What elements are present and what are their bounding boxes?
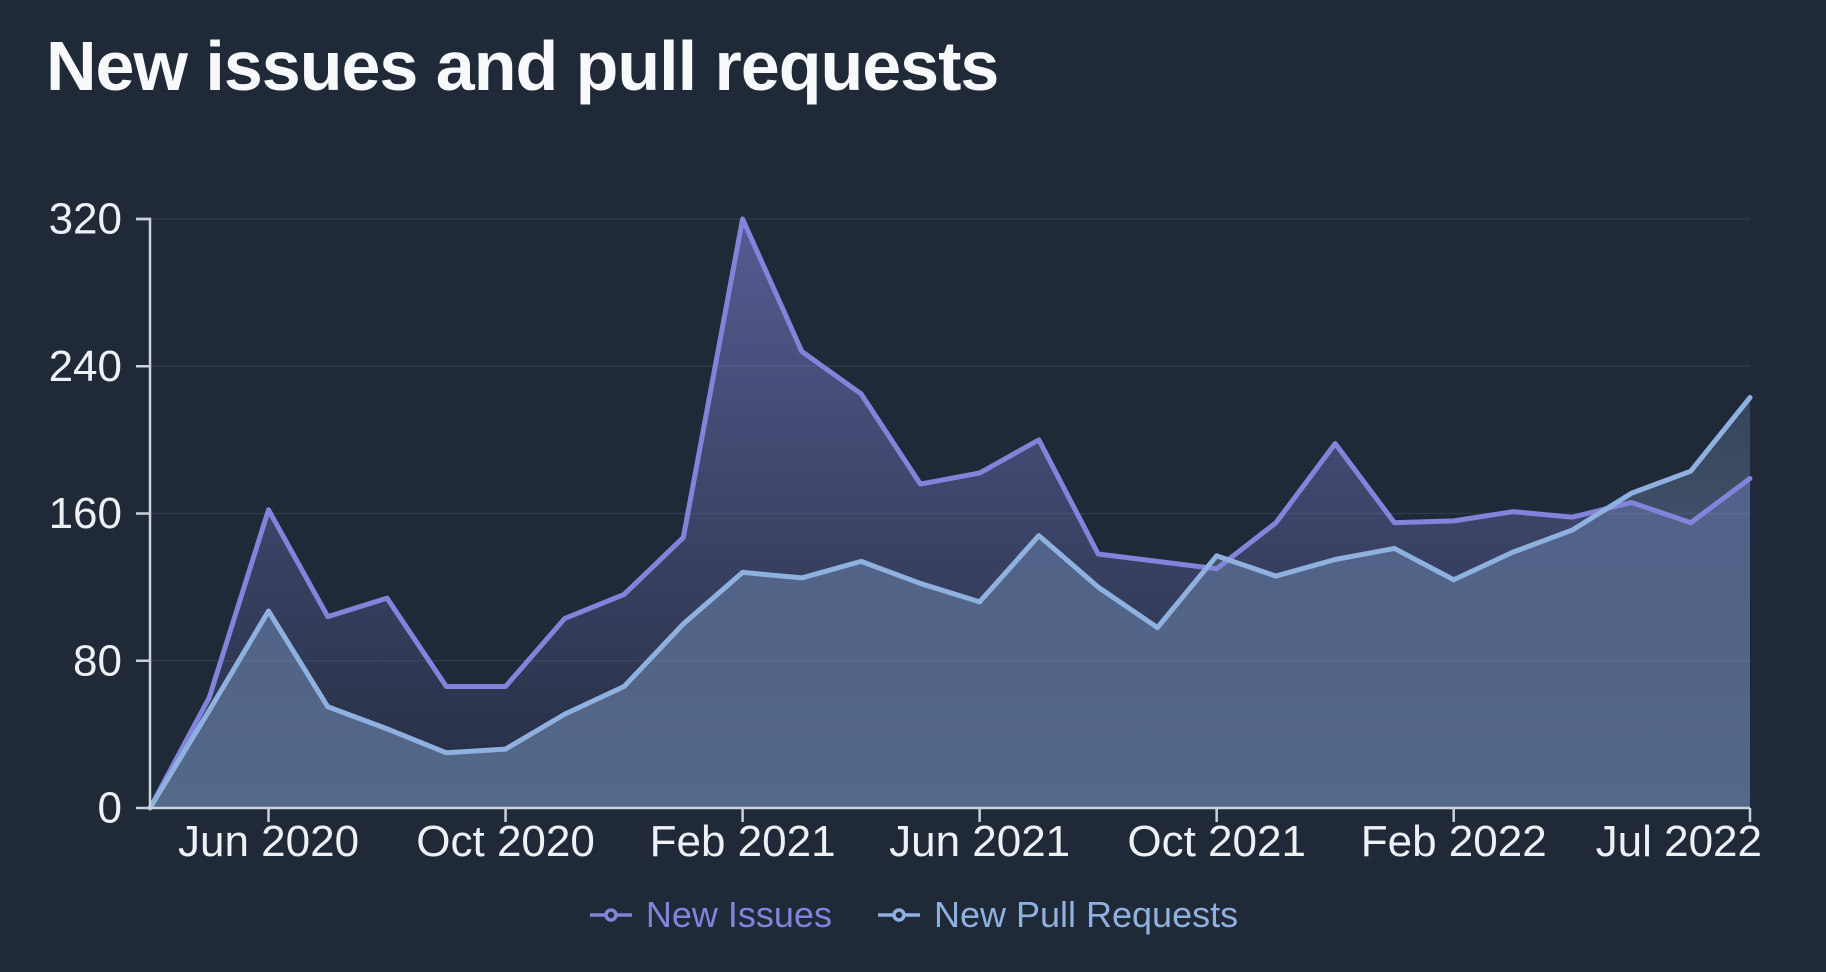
chart-title: New issues and pull requests [46,27,999,105]
y-tick-label: 320 [49,195,122,244]
new-issues-marker-icon [589,908,632,922]
chart-legend: New Issues New Pull Requests [0,894,1826,936]
x-tick-label: Jun 2020 [178,817,359,866]
line-area-chart: 0 80 160 240 320 Jun 2020 Oct 2020 Feb 2021 Jun … [49,195,1762,867]
y-tick-label: 240 [49,342,122,391]
x-tick-label: Feb 2022 [1361,817,1547,866]
x-tick-label: Oct 2020 [416,817,595,866]
y-tick-label: 160 [49,489,122,538]
legend-label-new-pull-requests: New Pull Requests [933,894,1239,935]
x-tick-label: Feb 2021 [650,817,836,866]
x-tick-label: Oct 2021 [1127,817,1306,866]
x-tick-label: Jul 2022 [1596,817,1762,866]
new-pull-requests-area [150,397,1750,808]
legend-item-new-pull-requests[interactable]: New Pull Requests [876,894,1238,936]
new-pull-requests-marker-icon [877,908,920,922]
y-tick-label: 80 [73,636,122,685]
new-pull-requests-line [147,395,1753,811]
new-issues-line [147,216,1753,811]
legend-item-new-issues[interactable]: New Issues [588,894,832,936]
y-tick-label: 0 [98,784,122,833]
legend-label-new-issues: New Issues [645,894,832,935]
x-tick-label: Jun 2021 [889,817,1070,866]
